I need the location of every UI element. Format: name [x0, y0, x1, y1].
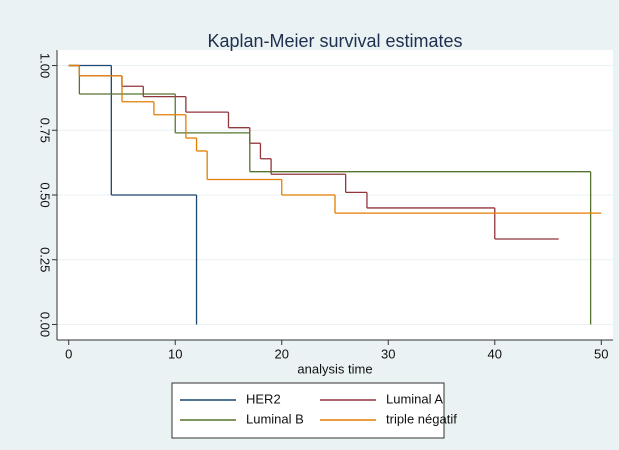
- legend-label: Luminal A: [386, 391, 443, 406]
- legend-box: [171, 382, 445, 439]
- legend-label: HER2: [246, 391, 281, 406]
- y-tick-label: 1.00: [38, 53, 53, 78]
- y-tick-label: 0.75: [38, 118, 53, 143]
- x-axis-label: analysis time: [297, 361, 372, 376]
- x-tick-label: 10: [168, 346, 182, 361]
- x-tick-label: 0: [65, 346, 72, 361]
- x-tick-label: 40: [488, 346, 502, 361]
- chart-title: Kaplan-Meier survival estimates: [207, 31, 462, 51]
- x-tick-label: 50: [594, 346, 608, 361]
- legend-label: Luminal B: [246, 411, 304, 426]
- x-tick-label: 30: [381, 346, 395, 361]
- y-tick-label: 0.50: [38, 182, 53, 207]
- x-tick-label: 20: [275, 346, 289, 361]
- legend-label: triple négatif: [386, 411, 457, 426]
- y-tick-label: 0.00: [38, 312, 53, 337]
- y-tick-label: 0.25: [38, 247, 53, 272]
